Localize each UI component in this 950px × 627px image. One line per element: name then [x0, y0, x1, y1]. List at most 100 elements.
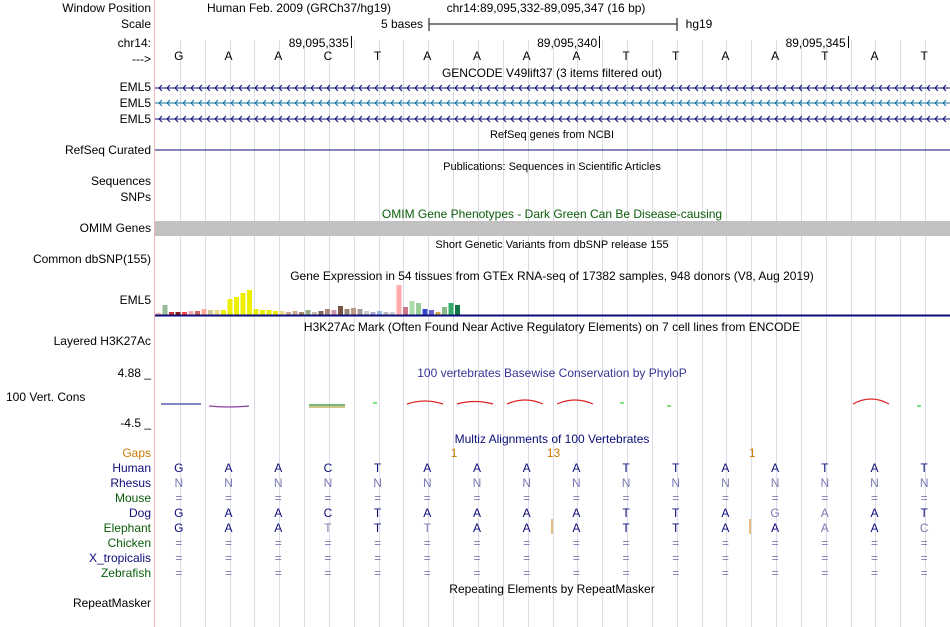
alignment-base: T: [622, 461, 630, 475]
alignment-base: =: [274, 536, 282, 550]
repeatmasker-label[interactable]: RepeatMasker: [72, 596, 151, 610]
species-label[interactable]: Rhesus: [110, 476, 151, 490]
alignment-base: =: [473, 566, 481, 580]
alignment-base: T: [324, 521, 332, 535]
reference-base: A: [274, 49, 283, 63]
alignment-base: N: [671, 476, 681, 490]
alignment-base: T: [821, 461, 829, 475]
scale-text: 5 bases: [380, 17, 424, 31]
gtex-tissue-bar: [253, 309, 259, 315]
assembly-title: Human Feb. 2009 (GRCh37/hg19): [206, 1, 392, 15]
gtex-tissue-bar: [169, 312, 174, 315]
alignment-base: A: [820, 506, 829, 520]
alignment-base: T: [373, 521, 382, 535]
dbsnp-label[interactable]: Common dbSNP(155): [32, 252, 151, 266]
reference-base: A: [771, 49, 780, 63]
gtex-tissue-bar: [455, 305, 460, 315]
gtex-tissue-bar: [403, 307, 408, 315]
alignment-base: A: [572, 506, 581, 520]
coord-tick: [599, 36, 601, 48]
coord-tick-label: 89,095,335: [288, 36, 349, 50]
alignment-base: T: [373, 461, 382, 475]
alignment-base: =: [374, 566, 382, 580]
gencode-label-3[interactable]: EML5: [119, 112, 151, 126]
gtex-tissue-bar: [162, 305, 168, 315]
multiz-insertion-marks: [551, 519, 751, 534]
alignment-base: =: [523, 536, 531, 550]
species-label[interactable]: Chicken: [107, 536, 151, 550]
alignment-base: A: [423, 461, 432, 475]
gtex-tissue-bar: [305, 310, 311, 315]
alignment-base: A: [870, 521, 879, 535]
scale-bar: [428, 18, 678, 31]
gtex-tissue-bar: [344, 309, 350, 315]
alignment-base: A: [721, 521, 730, 535]
gtex-tissue-bar: [416, 303, 421, 315]
phylop-wiggle[interactable]: [155, 0, 950, 420]
gtex-bar-chart[interactable]: [155, 0, 950, 330]
alignment-base: =: [821, 536, 829, 550]
species-label[interactable]: Zebrafish: [100, 566, 151, 580]
gtex-tissue-bar: [325, 309, 330, 315]
alignment-base: A: [522, 506, 531, 520]
species-label[interactable]: Human: [112, 461, 151, 475]
h3k27ac-title: H3K27Ac Mark (Often Found Near Active Re…: [303, 320, 801, 334]
species-label[interactable]: Dog: [128, 506, 151, 520]
reference-base: T: [622, 49, 630, 63]
gtex-tissue-bar: [279, 311, 285, 315]
alignment-base: =: [423, 491, 431, 505]
gtex-label[interactable]: EML5: [119, 293, 151, 307]
repeatmasker-title: Repeating Elements by RepeatMasker: [449, 582, 655, 596]
alignment-base: =: [225, 566, 233, 580]
phylop-label[interactable]: 100 Vert. Cons: [6, 390, 86, 404]
alignment-base: =: [721, 491, 729, 505]
coord-tick: [847, 36, 849, 48]
alignment-base: =: [523, 491, 531, 505]
species-label[interactable]: Elephant: [103, 521, 151, 535]
alignment-base: =: [920, 566, 928, 580]
omim-label[interactable]: OMIM Genes: [79, 221, 151, 235]
alignment-base: =: [423, 536, 431, 550]
alignment-base: A: [472, 506, 481, 520]
refseq-label[interactable]: RefSeq Curated: [64, 143, 151, 157]
multiz-title: Multiz Alignments of 100 Vertebrates: [454, 432, 650, 446]
alignment-base: =: [821, 491, 829, 505]
gencode-label-1[interactable]: EML5: [119, 80, 151, 94]
omim-feature-bar[interactable]: [155, 221, 950, 236]
base-gridlines: [180, 40, 926, 627]
scale-db: hg19: [685, 17, 713, 31]
alignment-base: =: [622, 491, 630, 505]
alignment-base: =: [374, 536, 382, 550]
alignment-base: =: [225, 536, 233, 550]
gtex-tissue-bar: [377, 311, 382, 315]
alignment-base: A: [870, 506, 879, 520]
publications-sequences-label[interactable]: Sequences: [90, 174, 151, 188]
alignment-base: T: [622, 506, 630, 520]
reference-base: G: [174, 49, 184, 63]
alignment-base: N: [820, 476, 830, 490]
gtex-tissue-bar: [292, 311, 298, 315]
species-label[interactable]: Mouse: [114, 491, 151, 505]
publications-snps-label[interactable]: SNPs: [120, 190, 151, 204]
track-display-area[interactable]: Human Feb. 2009 (GRCh37/hg19) chr14:89,0…: [155, 0, 950, 627]
refseq-title: RefSeq genes from NCBI: [489, 129, 615, 141]
gencode-label-2[interactable]: EML5: [119, 96, 151, 110]
gtex-tissue-bar: [357, 309, 363, 315]
alignment-base: A: [721, 506, 730, 520]
alignment-base: =: [672, 551, 680, 565]
gaps-label: Gaps: [122, 446, 151, 460]
gtex-tissue-bar: [338, 306, 343, 315]
alignment-base: =: [821, 551, 829, 565]
gene-model-lines[interactable]: [155, 0, 950, 160]
alignment-base: T: [373, 506, 382, 520]
alignment-base: N: [621, 476, 631, 490]
gtex-tissue-bar: [396, 285, 402, 315]
reference-base: A: [472, 49, 481, 63]
h3k27ac-label[interactable]: Layered H3K27Ac: [53, 334, 151, 348]
alignment-base: T: [622, 521, 630, 535]
species-label[interactable]: X_tropicalis: [88, 551, 151, 565]
alignment-base: =: [870, 491, 878, 505]
gtex-tissue-bar: [409, 301, 415, 315]
alignment-base: A: [771, 461, 780, 475]
reference-base: A: [721, 49, 730, 63]
